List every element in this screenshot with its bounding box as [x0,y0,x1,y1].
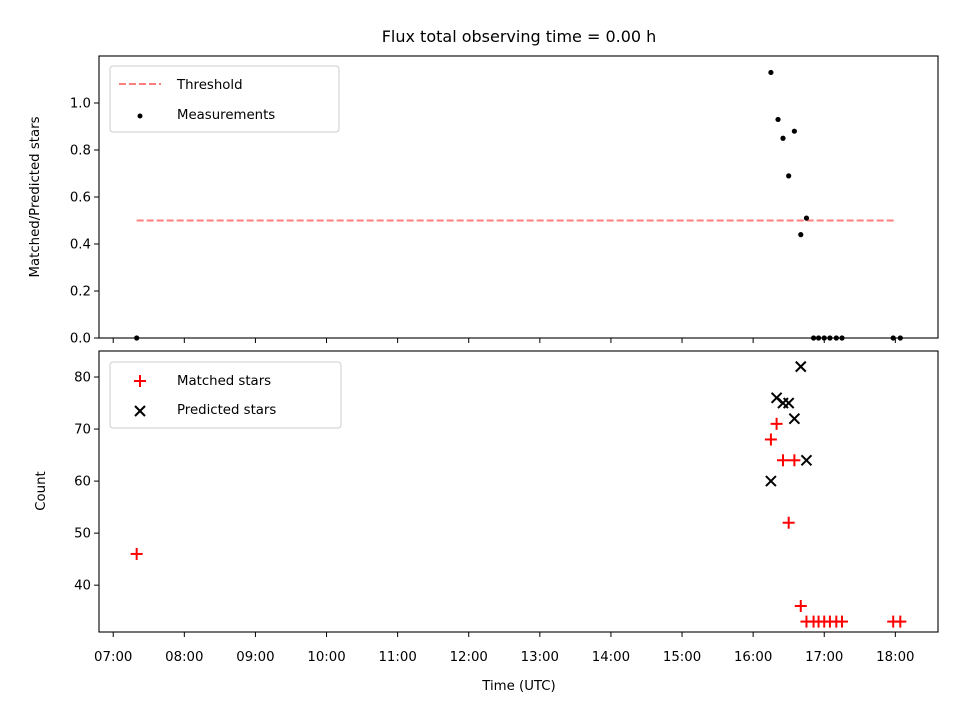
legend-matched-plus-icon [134,375,146,387]
measurement-point [798,232,804,238]
y-tick-label: 0.4 [70,238,91,253]
measurement-point [134,335,140,341]
x-tick-label: 11:00 [378,650,416,665]
measurement-point [786,173,792,179]
measurement-point [821,335,827,341]
y-tick-label: 80 [74,371,91,386]
measurement-point [815,335,822,341]
measurement-point [897,335,903,341]
legend-measurements-label: Measurements [177,108,275,123]
y-tick-label: 0.2 [70,285,91,300]
x-tick-label: 09:00 [236,650,274,665]
x-tick-label: 13:00 [521,650,559,665]
measurement-point [810,335,817,341]
count-legend: Matched stars Predicted stars [109,361,342,429]
matched-star-point [894,615,907,628]
legend-matched-label: Matched stars [177,374,271,389]
matched-star-point [788,454,801,467]
flux-legend-box [109,65,340,133]
flux-marks [134,69,903,341]
y-tick-label: 0.0 [70,332,91,347]
x-tick-label: 08:00 [165,650,203,665]
count-y-ticks: 40 50 60 70 80 [74,371,99,594]
x-tick-label: 17:00 [805,650,843,665]
y-tick-label: 0.6 [70,191,91,206]
x-tick-label: 12:00 [450,650,488,665]
measurement-point [833,335,839,341]
matched-star-point [836,615,849,628]
x-axis-label: Time (UTC) [481,679,556,694]
legend-predicted-label: Predicted stars [177,403,276,418]
measurement-point [803,215,810,221]
y-tick-label: 1.0 [70,97,91,112]
flux-y-ticks: 0.0 0.2 0.4 0.6 0.8 1.0 [70,97,99,347]
x-tick-label: 15:00 [663,650,701,665]
y-tick-label: 40 [74,579,91,594]
measurement-point [775,116,781,123]
measurement-point [827,335,833,341]
count-marks [130,360,907,628]
legend-measurements-dot-icon [137,113,143,119]
predicted-star-point [800,454,813,466]
count-y-axis-label: Count [34,471,49,511]
matched-star-point [794,599,807,612]
predicted-star-point [795,360,807,373]
flux-legend: Threshold Measurements [109,65,340,133]
predicted-star-point [788,412,801,425]
matched-star-point [130,547,143,560]
x-tick-label: 10:00 [307,650,345,665]
matched-star-point [776,454,789,467]
x-tick-label: 14:00 [592,650,630,665]
flux-x-ticks [112,338,896,343]
legend-predicted-x-icon [134,405,146,417]
count-panel: 40 50 60 70 80 07:00 08:00 09:00 10:00 11:00 12:0… [34,350,939,665]
y-tick-label: 0.8 [70,144,91,159]
measurement-point [768,69,774,76]
matched-star-point [782,516,795,529]
predicted-star-point [782,397,795,409]
measurement-point [890,335,896,341]
x-tick-label: 07:00 [94,650,132,665]
count-panel-frame [98,350,939,633]
legend-threshold-label: Threshold [176,78,243,93]
count-legend-box [109,361,342,429]
matched-star-point [764,433,777,446]
matched-star-point [770,417,783,430]
flux-y-axis-label: Matched/Predicted stars [28,116,43,277]
count-x-ticks: 07:00 08:00 09:00 10:00 11:00 12:00 13:00 14:00… [94,632,915,665]
measurement-point [780,135,786,141]
chart-title: Flux total observing time = 0.00 h [382,27,657,46]
measurement-point [791,128,797,134]
measurement-point [839,335,845,341]
y-tick-label: 60 [74,475,91,490]
x-tick-label: 18:00 [876,650,914,665]
predicted-star-point [765,475,777,487]
x-tick-label: 16:00 [734,650,772,665]
y-tick-label: 70 [74,423,91,438]
y-tick-label: 50 [74,527,91,542]
flux-panel: 0.0 0.2 0.4 0.6 0.8 1.0 Matched/Predicted sta… [28,55,939,347]
